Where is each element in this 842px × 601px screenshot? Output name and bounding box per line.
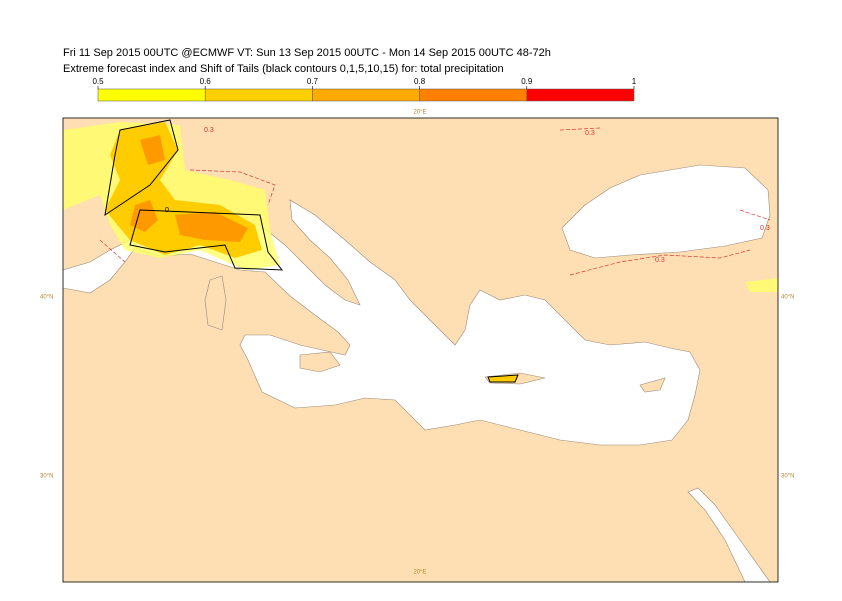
contour-label: 0.3 (585, 130, 595, 137)
colorbar-segment (526, 88, 635, 102)
contour-label: 0.3 (204, 127, 214, 134)
sot-contour (104, 119, 519, 383)
colorbar-tick-label: 0.5 (92, 77, 104, 86)
colorbar-segment (419, 88, 528, 102)
mediterranean-sea (63, 199, 701, 446)
islands (204, 275, 666, 393)
colorbar-tick-label: 0.8 (414, 77, 426, 86)
lon-label: 20°E (413, 110, 426, 116)
contour-label: 0.3 (655, 257, 665, 264)
colorbar-segment (312, 88, 420, 102)
colorbar-tick-label: 0.9 (521, 77, 533, 86)
lat-label: 40°N (40, 295, 53, 301)
colorbar-tick-label: 1 (632, 77, 637, 86)
efi-0.7 (130, 135, 248, 242)
lat-label: 40°N (781, 295, 794, 301)
title-line-1: Fri 11 Sep 2015 00UTC @ECMWF VT: Sun 13 … (63, 47, 551, 59)
map: 0.3 0.3 0.3 0.3 0 (63, 118, 778, 582)
contour-label: 0 (165, 207, 169, 214)
title-line-2: Extreme forecast index and Shift of Tail… (63, 63, 504, 75)
lat-label: 30°N (40, 474, 53, 480)
contour-label: 0.3 (760, 225, 770, 232)
lon-label: 20°E (413, 570, 426, 576)
colorbar-tick-label: 0.6 (200, 77, 212, 86)
lat-label: 30°N (781, 474, 794, 480)
red-sea (687, 487, 771, 582)
colorbar: 0.5 0.6 0.7 0.8 0.9 1 (92, 77, 637, 102)
black-sea (561, 164, 771, 259)
map-frame (62, 117, 779, 583)
colorbar-segment (204, 88, 313, 102)
colorbar-tick-label: 0.7 (307, 77, 319, 86)
colorbar-segment (97, 88, 206, 102)
sot-0.3-contour (99, 127, 771, 276)
